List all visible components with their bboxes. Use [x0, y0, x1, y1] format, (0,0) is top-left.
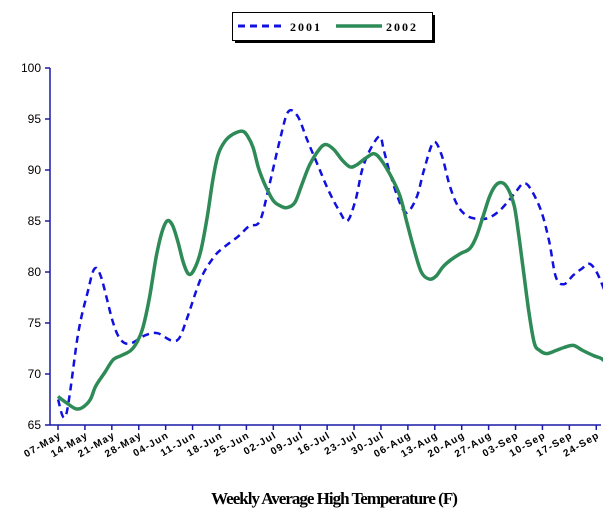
- series-layer: [56, 108, 603, 419]
- series-line-2001: [56, 108, 603, 419]
- x-axis-title: Weekly Average High Temperature (F): [211, 489, 457, 508]
- y-tick-label: 75: [28, 316, 42, 330]
- legend-box-shadow-right: [432, 15, 435, 43]
- y-tick-label: 95: [28, 112, 42, 126]
- y-tick-label: 80: [28, 265, 42, 279]
- y-tick-label: 90: [28, 163, 42, 177]
- y-tick-label: 70: [28, 367, 42, 381]
- y-tick-label: 100: [21, 61, 41, 75]
- y-axis: 65 70 75 80 85 90 95 100: [21, 61, 51, 432]
- legend-label-2002: 2002: [386, 20, 418, 34]
- y-tick-label: 65: [28, 418, 42, 432]
- series-line-2002: [56, 129, 603, 411]
- legend-label-2001: 2001: [290, 20, 322, 34]
- legend-box-shadow-bottom: [235, 40, 435, 43]
- y-tick-label: 85: [28, 214, 42, 228]
- legend: 2001 2002: [232, 12, 435, 43]
- x-axis: 07-May14-May21-May28-May04-Jun11-Jun18-J…: [22, 424, 602, 460]
